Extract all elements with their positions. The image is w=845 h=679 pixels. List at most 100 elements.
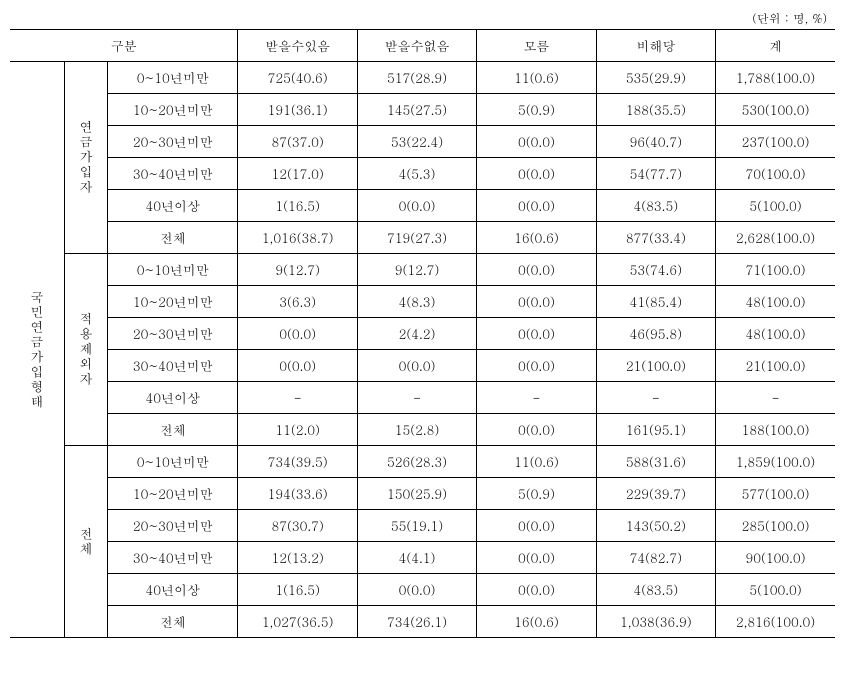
data-cell: 4(4.1) (357, 542, 476, 574)
data-cell: 1,859(100.0) (716, 446, 835, 478)
data-cell: 15(2.8) (357, 414, 476, 446)
data-cell: 5(100.0) (716, 190, 835, 222)
data-cell: 588(31.6) (596, 446, 715, 478)
data-cell: 725(40.6) (238, 62, 357, 94)
range-cell: 10~20년미만 (108, 286, 238, 318)
table-row: 국민연금가입형태연금가입자0~10년미만725(40.6)517(28.9)11… (10, 62, 835, 94)
data-cell: - (477, 382, 596, 414)
data-cell: 143(50.2) (596, 510, 715, 542)
data-cell: 161(95.1) (596, 414, 715, 446)
header-row: 구분 받을수있음 받을수없음 모름 비해당 계 (10, 30, 835, 62)
data-cell: 4(83.5) (596, 574, 715, 606)
data-cell: 12(13.2) (238, 542, 357, 574)
data-cell: 734(26.1) (357, 606, 476, 638)
data-cell: 90(100.0) (716, 542, 835, 574)
table-row: 전체1,027(36.5)734(26.1)16(0.6)1,038(36.9)… (10, 606, 835, 638)
data-cell: 0(0.0) (477, 158, 596, 190)
data-cell: 0(0.0) (238, 318, 357, 350)
data-cell: 526(28.3) (357, 446, 476, 478)
data-cell: 0(0.0) (477, 414, 596, 446)
data-cell: 9(12.7) (238, 254, 357, 286)
range-cell: 0~10년미만 (108, 254, 238, 286)
data-cell: 1(16.5) (238, 190, 357, 222)
data-cell: 150(25.9) (357, 478, 476, 510)
data-cell: 0(0.0) (477, 510, 596, 542)
header-col2: 받을수없음 (357, 30, 476, 62)
range-cell: 0~10년미만 (108, 446, 238, 478)
range-cell: 20~30년미만 (108, 318, 238, 350)
data-cell: 188(35.5) (596, 94, 715, 126)
data-cell: 0(0.0) (477, 126, 596, 158)
data-cell: 285(100.0) (716, 510, 835, 542)
data-cell: 229(39.7) (596, 478, 715, 510)
data-cell: 96(40.7) (596, 126, 715, 158)
data-cell: 0(0.0) (477, 190, 596, 222)
table-row: 40년이상1(16.5)0(0.0)0(0.0)4(83.5)5(100.0) (10, 190, 835, 222)
data-cell: 0(0.0) (477, 254, 596, 286)
table-row: 전체1,016(38.7)719(27.3)16(0.6)877(33.4)2,… (10, 222, 835, 254)
data-cell: 188(100.0) (716, 414, 835, 446)
header-col3: 모름 (477, 30, 596, 62)
data-cell: 71(100.0) (716, 254, 835, 286)
data-cell: 9(12.7) (357, 254, 476, 286)
range-cell: 40년이상 (108, 190, 238, 222)
data-cell: 54(77.7) (596, 158, 715, 190)
data-cell: 0(0.0) (477, 574, 596, 606)
range-cell: 20~30년미만 (108, 126, 238, 158)
data-cell: 0(0.0) (477, 350, 596, 382)
data-cell: 41(85.4) (596, 286, 715, 318)
data-cell: - (357, 382, 476, 414)
data-cell: 48(100.0) (716, 286, 835, 318)
table-row: 30~40년미만12(17.0)4(5.3)0(0.0)54(77.7)70(1… (10, 158, 835, 190)
data-cell: 2(4.2) (357, 318, 476, 350)
table-row: 20~30년미만87(37.0)53(22.4)0(0.0)96(40.7)23… (10, 126, 835, 158)
data-cell: - (716, 382, 835, 414)
group-label: 연금가입자 (64, 62, 107, 254)
table-row: 20~30년미만0(0.0)2(4.2)0(0.0)46(95.8)48(100… (10, 318, 835, 350)
data-cell: 1,038(36.9) (596, 606, 715, 638)
table-row: 10~20년미만3(6.3)4(8.3)0(0.0)41(85.4)48(100… (10, 286, 835, 318)
data-cell: 1,027(36.5) (238, 606, 357, 638)
range-cell: 40년이상 (108, 574, 238, 606)
data-cell: 517(28.9) (357, 62, 476, 94)
table-row: 전체11(2.0)15(2.8)0(0.0)161(95.1)188(100.0… (10, 414, 835, 446)
data-cell: 53(22.4) (357, 126, 476, 158)
data-cell: 237(100.0) (716, 126, 835, 158)
data-cell: 46(95.8) (596, 318, 715, 350)
header-col4: 비해당 (596, 30, 715, 62)
table-row: 30~40년미만0(0.0)0(0.0)0(0.0)21(100.0)21(10… (10, 350, 835, 382)
data-cell: 11(2.0) (238, 414, 357, 446)
data-cell: 5(100.0) (716, 574, 835, 606)
range-cell: 30~40년미만 (108, 158, 238, 190)
data-cell: 21(100.0) (716, 350, 835, 382)
data-cell: 2,816(100.0) (716, 606, 835, 638)
table-row: 40년이상1(16.5)0(0.0)0(0.0)4(83.5)5(100.0) (10, 574, 835, 606)
data-cell: 4(8.3) (357, 286, 476, 318)
range-cell: 30~40년미만 (108, 542, 238, 574)
data-cell: 577(100.0) (716, 478, 835, 510)
data-cell: 16(0.6) (477, 222, 596, 254)
table-row: 40년이상----- (10, 382, 835, 414)
data-cell: 16(0.6) (477, 606, 596, 638)
table-row: 30~40년미만12(13.2)4(4.1)0(0.0)74(82.7)90(1… (10, 542, 835, 574)
data-cell: 0(0.0) (357, 574, 476, 606)
table-row: 20~30년미만87(30.7)55(19.1)0(0.0)143(50.2)2… (10, 510, 835, 542)
data-cell: 194(33.6) (238, 478, 357, 510)
data-cell: 0(0.0) (357, 350, 476, 382)
table-row: 10~20년미만191(36.1)145(27.5)5(0.9)188(35.5… (10, 94, 835, 126)
data-cell: 0(0.0) (477, 286, 596, 318)
data-cell: 1,016(38.7) (238, 222, 357, 254)
data-cell: 5(0.9) (477, 478, 596, 510)
data-cell: - (596, 382, 715, 414)
group-label: 적용제외자 (64, 254, 107, 446)
data-cell: 0(0.0) (238, 350, 357, 382)
data-cell: 4(83.5) (596, 190, 715, 222)
data-cell: 191(36.1) (238, 94, 357, 126)
range-cell: 전체 (108, 414, 238, 446)
data-cell: 3(6.3) (238, 286, 357, 318)
data-cell: 145(27.5) (357, 94, 476, 126)
data-cell: 11(0.6) (477, 446, 596, 478)
data-cell: 0(0.0) (357, 190, 476, 222)
table-row: 전체0~10년미만734(39.5)526(28.3)11(0.6)588(31… (10, 446, 835, 478)
data-cell: 719(27.3) (357, 222, 476, 254)
